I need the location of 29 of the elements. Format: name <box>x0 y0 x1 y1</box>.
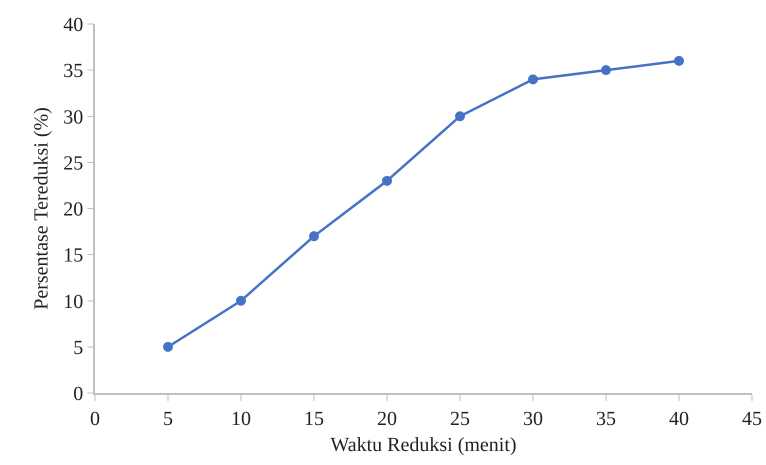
y-tick-label: 25 <box>63 152 84 174</box>
x-tick-label: 25 <box>450 408 470 430</box>
x-tick-label: 35 <box>596 408 616 430</box>
point <box>674 56 684 66</box>
y-tick-label: 40 <box>63 14 84 36</box>
y-tick-label: 35 <box>63 60 84 82</box>
y-tick-label: 0 <box>73 383 84 405</box>
y-tick-label: 30 <box>63 106 84 128</box>
x-tick-label: 30 <box>523 408 543 430</box>
x-tick-label: 20 <box>377 408 397 430</box>
y-tick-label: 15 <box>63 244 84 267</box>
y-axis-title: Persentase Tereduksi (%) <box>30 107 52 310</box>
y-tick-label: 10 <box>63 290 84 313</box>
point <box>528 74 538 84</box>
y-tick-label: 5 <box>73 336 84 359</box>
y-tick-label: 20 <box>63 198 84 220</box>
point <box>309 231 319 242</box>
point <box>601 65 611 76</box>
x-axis-title: Waktu Reduksi (menit) <box>330 434 517 456</box>
x-tick-label: 40 <box>669 408 689 430</box>
x-tick-label: 0 <box>90 408 100 430</box>
point <box>382 176 392 186</box>
point <box>163 342 173 352</box>
point <box>455 111 465 122</box>
x-tick-label: 10 <box>231 408 251 430</box>
point <box>236 296 246 306</box>
x-tick-label: 45 <box>742 408 762 430</box>
x-tick-label: 5 <box>163 408 173 430</box>
x-tick-label: 15 <box>304 408 324 430</box>
